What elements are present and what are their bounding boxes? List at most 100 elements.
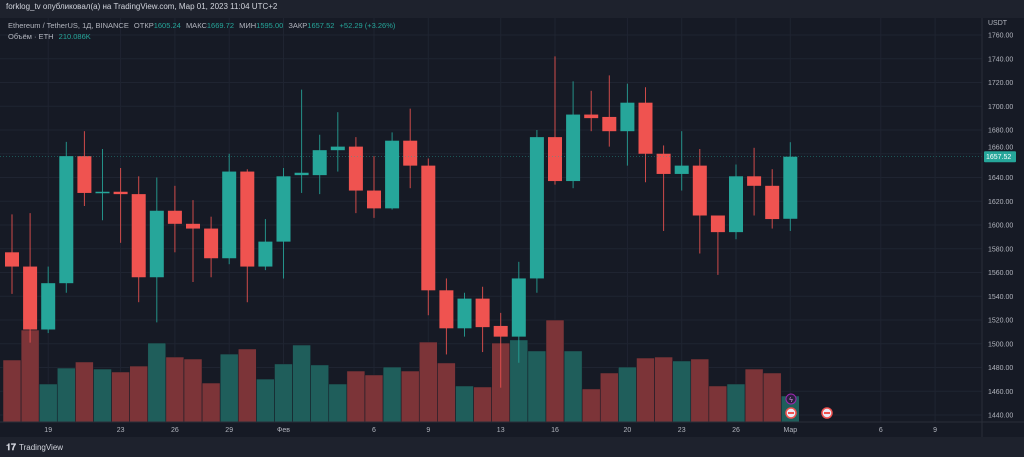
date-tick-label: 29 xyxy=(225,427,233,434)
volume-bar xyxy=(545,319,565,423)
volume-bar xyxy=(201,382,221,423)
candle-body[interactable] xyxy=(41,283,56,330)
date-tick-label: 9 xyxy=(426,427,430,434)
volume-bar xyxy=(256,378,275,423)
candle-body[interactable] xyxy=(529,137,544,279)
volume-bar xyxy=(726,383,746,423)
volume-bar xyxy=(400,370,420,423)
candle-body[interactable] xyxy=(23,266,38,330)
last-price-badge xyxy=(984,151,1016,163)
volume-bar xyxy=(437,362,456,423)
volume-bar xyxy=(382,366,402,423)
candle-body[interactable] xyxy=(312,150,327,176)
volume-bar xyxy=(328,383,348,423)
volume-bar xyxy=(455,385,474,423)
lightning-event-icon[interactable] xyxy=(785,393,797,405)
volume-bar xyxy=(346,370,366,423)
volume-bar xyxy=(563,350,583,423)
price-tick-label: 1560.00 xyxy=(988,270,1013,277)
candle-body[interactable] xyxy=(765,185,780,220)
candle-body[interactable] xyxy=(584,114,599,119)
candle-body[interactable] xyxy=(294,172,309,176)
candle-body[interactable] xyxy=(276,176,291,242)
volume-bar xyxy=(690,358,710,423)
chart-panel[interactable]: USDT 1760.00 1740.00 1720.00 1700.00 1680.00 1… xyxy=(0,18,1024,437)
candle-body[interactable] xyxy=(131,194,146,278)
candle-body[interactable] xyxy=(475,298,490,328)
date-tick-label: 26 xyxy=(171,427,179,434)
candle-body[interactable] xyxy=(548,137,562,182)
price-tick-label: 1680.00 xyxy=(988,128,1013,135)
footer: 𝟏𝟕 TradingView xyxy=(6,442,63,453)
candle-body[interactable] xyxy=(258,241,273,267)
candle-body[interactable] xyxy=(186,223,200,229)
candle-body[interactable] xyxy=(674,165,689,174)
volume-bar xyxy=(38,383,58,423)
candle-body[interactable] xyxy=(421,165,436,291)
candle-body[interactable] xyxy=(348,146,363,191)
volume-bar xyxy=(274,363,293,423)
volume-bar xyxy=(473,386,492,423)
candle-body[interactable] xyxy=(403,140,418,166)
candle-body[interactable] xyxy=(204,228,219,259)
date-tick-label: Мар xyxy=(783,427,797,434)
volume-bar xyxy=(75,361,94,423)
candle-body[interactable] xyxy=(602,116,617,132)
candle-body[interactable] xyxy=(656,153,671,174)
date-tick-label: 23 xyxy=(678,427,686,434)
volume-bar xyxy=(310,364,329,423)
candle-body[interactable] xyxy=(620,102,635,132)
flag-stripe xyxy=(788,412,794,414)
candle-body[interactable] xyxy=(149,210,164,278)
candle-body[interactable] xyxy=(638,102,653,154)
candle-body[interactable] xyxy=(77,156,92,193)
candle-body[interactable] xyxy=(5,252,19,267)
price-tick-label: 1460.00 xyxy=(988,389,1013,396)
candle-body[interactable] xyxy=(729,176,743,233)
publish-info: forklog_tv опубликовал(а) на TradingView… xyxy=(6,2,278,11)
candlestick-chart[interactable]: USDT 1760.00 1740.00 1720.00 1700.00 1680.00 1… xyxy=(0,18,1024,437)
volume-bar xyxy=(111,371,130,423)
candle-body[interactable] xyxy=(113,191,128,195)
candle-body[interactable] xyxy=(330,146,345,151)
candle-body[interactable] xyxy=(385,140,400,209)
date-tick-label: 13 xyxy=(497,427,505,434)
candle-body[interactable] xyxy=(95,191,110,194)
candle-body[interactable] xyxy=(692,165,707,216)
volume-bar xyxy=(292,344,311,423)
candle-body[interactable] xyxy=(167,210,182,224)
symbol-title[interactable]: Ethereum / TetherUS, 1Д, BINANCE xyxy=(8,21,129,30)
footer-brand[interactable]: TradingView xyxy=(19,443,64,452)
price-tick-label: 1620.00 xyxy=(988,199,1013,206)
volume-label: Объём · ETH xyxy=(8,32,54,41)
candle-body[interactable] xyxy=(566,114,581,182)
candle-body[interactable] xyxy=(493,325,508,337)
volume-bar xyxy=(581,388,601,423)
candle-body[interactable] xyxy=(710,215,725,233)
last-price-label: 1657.52 xyxy=(986,154,1011,161)
volume-bar xyxy=(93,368,112,423)
volume-bar xyxy=(57,367,76,423)
price-tick-label: 1440.00 xyxy=(988,413,1013,420)
date-tick-label: 23 xyxy=(117,427,125,434)
open-label: ОТКР xyxy=(133,21,154,30)
volume-bar xyxy=(762,372,782,423)
candle-body[interactable] xyxy=(222,171,237,259)
date-tick-label: 6 xyxy=(372,427,376,434)
candle-body[interactable] xyxy=(439,290,454,329)
price-tick-label: 1520.00 xyxy=(988,318,1013,325)
candle-body[interactable] xyxy=(59,156,74,284)
price-tick-label: 1660.00 xyxy=(988,145,1013,152)
candle-body[interactable] xyxy=(240,171,255,267)
price-tick-label: 1600.00 xyxy=(988,223,1013,230)
date-tick-label: 9 xyxy=(933,427,937,434)
candle-body[interactable] xyxy=(783,156,798,219)
candle-body[interactable] xyxy=(511,278,526,337)
chart-legend: Ethereum / TetherUS, 1Д, BINANCE ОТКР160… xyxy=(8,20,398,42)
candle-body[interactable] xyxy=(747,176,762,186)
price-tick-label: 1720.00 xyxy=(988,80,1013,87)
volume-bar xyxy=(183,358,203,423)
candle-body[interactable] xyxy=(367,190,381,209)
candle-body[interactable] xyxy=(457,298,472,329)
volume-bar xyxy=(219,353,239,423)
